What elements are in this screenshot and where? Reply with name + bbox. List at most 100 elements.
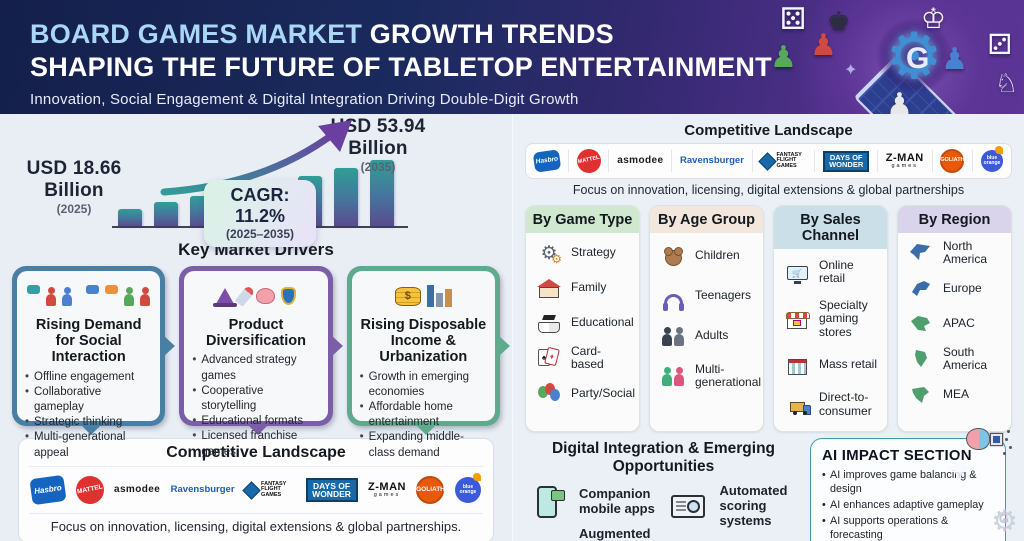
- ai-brain-chip-icon: [966, 424, 1010, 460]
- wizard-hat-icon: [212, 288, 237, 307]
- segment-item: North America: [908, 239, 1003, 267]
- driver-card-product-diversification: Product Diversification Advanced strateg…: [179, 266, 343, 458]
- segment-by-age-group: By Age Group Children Teenagers Adults: [649, 205, 764, 433]
- asmodee-logo: asmodee: [114, 484, 161, 495]
- fantasy-flight-games-logo: FANTASY FLIGHT GAMES: [757, 151, 807, 171]
- start-value: USD 18.66: [26, 158, 122, 179]
- bullet: Multi-generational appeal: [25, 430, 152, 460]
- end-value-label: USD 53.94 Billion (2035): [318, 116, 438, 174]
- driver-card-title: Rising Demand for Social Interaction: [35, 317, 142, 366]
- segment-by-region: By Region North America Europe APAC: [897, 205, 1012, 433]
- ai-speech-bubble: AI IMPACT SECTION AI improves game balan…: [810, 438, 1006, 541]
- bullet: Offline engagement: [25, 370, 152, 385]
- header-illustration: ⚙ G ⚄ ⚂ ♚ ♔ ♘ ♟ ♟ ♟ ♟ ✦: [770, 0, 1024, 114]
- goliath-logo: GOLIATH: [416, 476, 445, 504]
- start-unit: Billion: [44, 180, 104, 201]
- bullet: Expanding middle-class demand: [360, 430, 487, 460]
- segment-item: ⚙ ⚙ Strategy: [536, 240, 631, 267]
- city-buildings-icon: [426, 285, 452, 307]
- chess-king-icon: ♔: [920, 3, 946, 34]
- bullet: Cooperative storytelling: [192, 384, 319, 414]
- chevron-right-icon: [498, 336, 510, 357]
- cagr-period: (2025–2035): [225, 227, 295, 241]
- goliath-logo: GOLIATH: [940, 149, 965, 173]
- mattel-logo: MATTEL: [72, 473, 107, 507]
- segment-title: By Game Type: [526, 206, 639, 233]
- header-banner: BOARD GAMES MARKET GROWTH TRENDS SHAPING…: [0, 0, 1024, 114]
- segment-item: South America: [908, 345, 1003, 373]
- bullet: Educational formats: [192, 414, 319, 429]
- segment-item: Specialty gaming stores: [784, 298, 879, 339]
- coins-city-icons: $: [360, 277, 487, 315]
- digital-item: Augmented reality overlays: [579, 526, 651, 541]
- meeple-icon: ♟: [810, 29, 837, 62]
- page-title-line2: SHAPING THE FUTURE OF TABLETOP ENTERTAIN…: [30, 51, 772, 82]
- competitive-landscape-title: Competitive Landscape: [684, 122, 853, 139]
- brain-icon: [255, 288, 275, 304]
- segment-title: By Sales Channel: [774, 206, 887, 249]
- gears-icon: ⚙ ⚙: [540, 242, 562, 267]
- brand-watermark-gear-icon: ⚙ G: [991, 505, 1018, 538]
- storefront-icon: [784, 306, 810, 332]
- driver-card-social-interaction: Rising Demand for Social Interaction Off…: [12, 266, 176, 459]
- sparkle-icon: ✦: [844, 62, 858, 79]
- start-value-label: USD 18.66 Billion (2025): [14, 158, 134, 216]
- segment-title: By Age Group: [650, 206, 763, 233]
- adults-icon: [660, 323, 686, 349]
- chess-knight-icon: ♘: [994, 68, 1018, 98]
- blue-orange-games-logo: blue orange: [980, 146, 1003, 172]
- segment-item: Party/Social: [536, 381, 635, 407]
- shield-icon: [280, 287, 296, 305]
- hasbro-logo: Hasbro: [532, 149, 562, 173]
- ravensburger-logo: Ravensburger: [680, 155, 744, 167]
- bullet: Collaborative gameplay: [25, 385, 152, 415]
- bullet: Growth in emerging economies: [360, 370, 487, 400]
- segment-item: 🛒 Online retail: [784, 258, 879, 286]
- segment-item: MEA: [908, 382, 1003, 408]
- headphones-icon: [660, 283, 686, 311]
- bullet: Advanced strategy games: [192, 353, 319, 383]
- page-subtitle: Innovation, Social Engagement & Digital …: [30, 90, 579, 108]
- brand-emblem: ⚙ G: [876, 18, 952, 94]
- title-rest: GROWTH TRENDS: [362, 19, 614, 49]
- coins-icon: $: [394, 286, 421, 306]
- segment-item: Direct-to-consumer: [784, 390, 879, 418]
- segment-item: Children: [660, 243, 755, 269]
- segment-item: Mass retail: [784, 352, 879, 378]
- bar: [370, 160, 394, 226]
- market-segments: By Game Type ⚙ ⚙ Strategy Family Educatio…: [525, 205, 1012, 433]
- digital-integration-section: Digital Integration & Emerging Opportuni…: [525, 438, 802, 541]
- bullet: Affordable home entertainment: [360, 400, 487, 430]
- fantasy-flight-games-logo: FANTASY FLIGHT GAMES: [242, 480, 295, 500]
- bar: [154, 202, 178, 226]
- page-title-line1: BOARD GAMES MARKET GROWTH TRENDS: [30, 18, 772, 51]
- bar: [118, 209, 142, 226]
- apac-map-icon: [908, 311, 934, 337]
- bullet: Strategic thinking: [25, 415, 152, 430]
- gear-icon: ⚙: [885, 20, 943, 92]
- driver-card-bullets: Offline engagement Collaborative gamepla…: [25, 370, 152, 461]
- mea-map-icon: [908, 382, 934, 408]
- growth-arrow-icon: [160, 120, 352, 196]
- cagr-badge: CAGR: 11.2% (2025–2035): [204, 180, 316, 247]
- segment-item: Teenagers: [660, 283, 755, 311]
- brand-logo-row: Hasbro MATTEL asmodee Ravensburger FANTA…: [29, 466, 483, 514]
- teddy-bear-icon: [660, 243, 686, 269]
- digital-item: Companion mobile apps: [525, 484, 662, 520]
- digital-item: Automated scoring systems: [666, 483, 803, 529]
- ffg-diamond-icon: [242, 480, 261, 500]
- bullet: AI enhances adaptive gameplay: [822, 498, 996, 512]
- driver-card-title: Product Diversification: [206, 317, 306, 350]
- asmodee-logo: asmodee: [617, 155, 664, 166]
- monitor-cart-icon: 🛒: [784, 259, 810, 285]
- days-of-wonder-logo: DAYS OF WONDER: [305, 478, 358, 502]
- cagr-value: CAGR: 11.2%: [230, 185, 290, 226]
- balloons-icon: [536, 381, 562, 407]
- start-year: (2025): [56, 202, 92, 216]
- driver-card-bullets: Growth in emerging economies Affordable …: [360, 370, 487, 461]
- left-panel: USD 18.66 Billion (2025) USD 53.94 Billi…: [0, 114, 512, 541]
- driver-cards: Rising Demand for Social Interaction Off…: [0, 266, 512, 459]
- delivery-truck-icon: [784, 392, 811, 418]
- brand-letter: G: [906, 42, 930, 75]
- segment-by-game-type: By Game Type ⚙ ⚙ Strategy Family Educatio…: [525, 205, 640, 433]
